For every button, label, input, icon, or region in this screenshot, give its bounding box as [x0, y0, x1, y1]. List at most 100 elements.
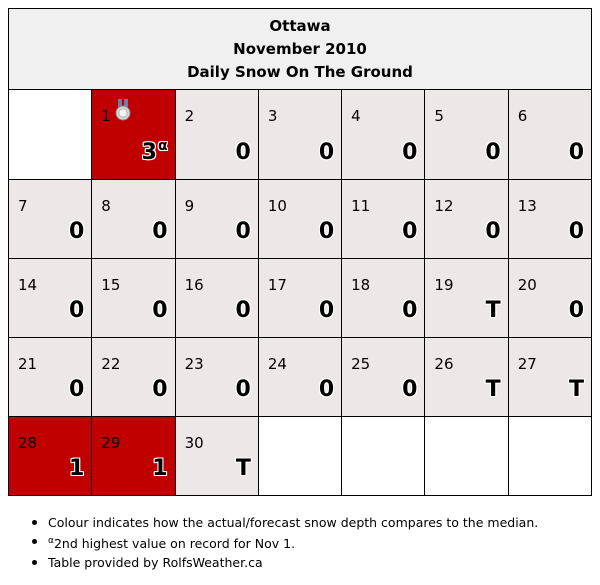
value-text: T: [485, 298, 501, 323]
day-number: 26: [434, 355, 454, 373]
snow-depth-value: T: [569, 377, 584, 402]
snow-depth-value: 0: [319, 140, 334, 165]
snow-depth-value: 0: [402, 140, 417, 165]
value-text: 0: [568, 298, 584, 323]
snow-depth-value: 0: [319, 298, 334, 323]
day-number: 16: [184, 276, 204, 294]
empty-day-cell: [341, 416, 426, 496]
calendar-week: 21 0 22 0 23 0 24 0 25 0 26 T 27 T: [7, 337, 593, 417]
empty-day-cell: [507, 416, 593, 496]
footnote-text: Colour indicates how the actual/forecast…: [48, 515, 539, 530]
day-number: 2: [184, 107, 195, 125]
calendar-header-row: Ottawa November 2010 Daily Snow On The G…: [8, 8, 592, 90]
value-text: 0: [68, 298, 85, 323]
snow-depth-value: 0: [152, 377, 167, 402]
day-number: 6: [517, 107, 528, 125]
value-text: 0: [402, 219, 418, 244]
day-cell: 25 0: [341, 337, 426, 417]
footnote-sup: α: [48, 536, 54, 546]
value-text: 0: [485, 140, 501, 165]
snow-depth-value: 0: [236, 140, 251, 165]
record-marker: α: [157, 138, 168, 154]
day-number: 10: [267, 197, 287, 215]
day-cell: 1 3α: [91, 89, 176, 180]
calendar-week: 1 3α 2 0 3 0 4 0 5 0 6 0: [7, 89, 593, 180]
snow-depth-value: 0: [152, 219, 167, 244]
day-cell: 11 0: [341, 179, 426, 259]
value-text: 0: [485, 219, 501, 244]
day-cell: 19 T: [424, 258, 509, 338]
day-number: 1: [101, 107, 111, 125]
day-cell: 23 0: [174, 337, 259, 417]
day-cell: 24 0: [257, 337, 343, 417]
day-number: 17: [267, 276, 287, 294]
day-number: 12: [434, 197, 454, 215]
value-text: 0: [235, 377, 251, 402]
value-text: 0: [568, 140, 584, 165]
snow-depth-value: 0: [236, 377, 251, 402]
day-number: 9: [184, 197, 195, 215]
value-text: 0: [68, 377, 85, 402]
period-title: November 2010: [233, 39, 367, 58]
day-number: 27: [517, 355, 537, 373]
day-number: 5: [434, 107, 444, 125]
day-cell: 26 T: [424, 337, 509, 417]
footnote-credit: Table provided by RolfsWeather.ca: [32, 553, 538, 572]
value-text: 0: [318, 298, 335, 323]
day-cell: 27 T: [507, 337, 593, 417]
day-number: 19: [434, 276, 454, 294]
day-number: 23: [184, 355, 204, 373]
metric-title: Daily Snow On The Ground: [187, 62, 413, 81]
day-number: 21: [18, 355, 38, 373]
value-text: 0: [68, 219, 85, 244]
day-cell: 30 T: [174, 416, 259, 496]
day-cell: 13 0: [507, 179, 593, 259]
snow-depth-value: 0: [69, 219, 84, 244]
footnote-text: 2nd highest value on record for Nov 1.: [53, 536, 296, 552]
empty-day-cell: [7, 89, 93, 180]
snow-depth-value: 0: [402, 377, 417, 402]
day-cell: 15 0: [91, 258, 176, 338]
footnote-text: Table provided by RolfsWeather.ca: [48, 555, 263, 571]
snow-depth-value: T: [486, 298, 501, 323]
value-text: 0: [318, 219, 335, 244]
city-title: Ottawa: [269, 16, 331, 35]
day-cell: 21 0: [7, 337, 93, 417]
value-text: 0: [318, 377, 335, 402]
snow-depth-value: 0: [236, 298, 251, 323]
snow-depth-value: 0: [569, 140, 584, 165]
value-text: 0: [402, 377, 418, 402]
day-cell: 10 0: [257, 179, 343, 259]
value-text: 1: [152, 456, 168, 481]
day-cell: 18 0: [341, 258, 426, 338]
snow-calendar: Ottawa November 2010 Daily Snow On The G…: [7, 8, 593, 496]
day-number: 18: [351, 276, 371, 294]
snow-depth-value: 0: [319, 377, 334, 402]
value-text: 3: [141, 140, 157, 165]
day-number: 15: [101, 276, 121, 294]
day-number: 3: [267, 107, 278, 125]
snow-depth-value: 0: [569, 219, 584, 244]
snow-depth-value: 0: [319, 219, 334, 244]
footnote-record: α2nd highest value on record for Nov 1.: [32, 532, 538, 553]
value-text: 0: [235, 140, 251, 165]
snow-depth-value: 0: [69, 298, 84, 323]
snow-depth-value: T: [236, 456, 251, 481]
day-number: 29: [101, 434, 121, 452]
snow-depth-value: T: [486, 377, 501, 402]
day-cell: 28 1: [7, 416, 93, 496]
day-number: 8: [101, 197, 111, 215]
day-cell: 22 0: [91, 337, 176, 417]
day-cell: 14 0: [7, 258, 93, 338]
calendar-week: 14 0 15 0 16 0 17 0 18 0 19 T 20 0: [7, 258, 593, 338]
value-text: 1: [68, 456, 85, 481]
snow-depth-value: 1: [69, 456, 84, 481]
value-text: 0: [235, 219, 251, 244]
